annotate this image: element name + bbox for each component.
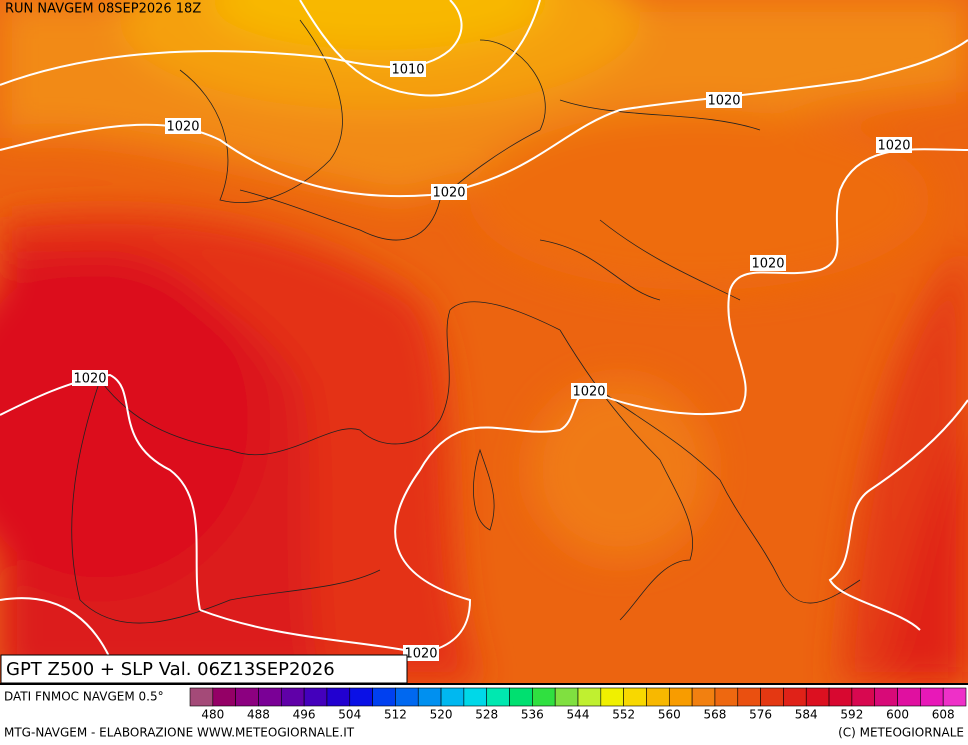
colorbar-swatch: [372, 687, 396, 707]
isobar-label: 1020: [166, 120, 199, 135]
colorbar-swatch: [417, 687, 442, 707]
colorbar-swatch: [395, 687, 419, 707]
colorbar-label: 544: [567, 708, 590, 722]
colorbar-swatch: [737, 687, 761, 707]
colorbar-label: 528: [475, 708, 498, 722]
isobar-label: 1010: [391, 63, 424, 78]
isobar-label: 1020: [572, 385, 605, 400]
isobar-label-box: [403, 645, 439, 661]
colorbar-swatch: [760, 687, 784, 707]
colorbar-label: 600: [886, 708, 909, 722]
map-title: GPT Z500 + SLP Val. 06Z13SEP2026: [6, 659, 335, 680]
colorbar-label: 560: [658, 708, 681, 722]
colorbar-swatch: [874, 687, 898, 707]
isobar-label-box: [750, 255, 786, 271]
colorbar-label: 584: [795, 708, 818, 722]
isobar-label: 1020: [707, 94, 740, 109]
footer-left: MTG-NAVGEM - ELABORAZIONE WWW.METEOGIORN…: [4, 726, 355, 740]
isobar-label: 1020: [73, 372, 106, 387]
colorbar-label: 504: [338, 708, 361, 722]
isobar-label-box: [72, 370, 108, 386]
colorbar-label: 480: [201, 708, 224, 722]
colorbar-label: 496: [293, 708, 316, 722]
colorbar-swatch: [532, 687, 556, 707]
colorbar-swatch: [326, 687, 351, 707]
isobar-label: 1020: [404, 647, 437, 662]
coastlines: [71, 19, 861, 624]
colorbar: 480 488 496 504 512 520 528 536 544 552 560 568 576 5…: [189, 687, 967, 722]
footer-right: (C) METEOGIORNALE: [838, 726, 964, 740]
isobar-label-box: [431, 184, 467, 200]
colorbar-swatch: [942, 687, 967, 707]
colorbar-swatch: [783, 687, 807, 707]
colorbar-swatch: [668, 687, 693, 707]
isobar-label: 1020: [877, 139, 910, 154]
colorbar-swatch: [897, 687, 921, 707]
colorbar-label: 552: [612, 708, 635, 722]
run-header: RUN NAVGEM 08SEP2026 18Z: [5, 2, 201, 17]
isobar-label-box: [876, 137, 912, 153]
colorbar-label: 568: [703, 708, 726, 722]
map-area: 1010 1020 1020 1020 1020 1020 1020 1020 1020 RUN…: [0, 0, 968, 684]
colorbar-swatch: [463, 687, 488, 707]
colorbar-swatch: [805, 687, 830, 707]
colorbar-label: 608: [932, 708, 955, 722]
colorbar-label: 576: [749, 708, 772, 722]
colorbar-swatch: [554, 687, 579, 707]
isobar-label-box: [165, 118, 201, 134]
title-box: [0, 654, 408, 684]
colorbar-swatch: [646, 687, 670, 707]
colorbar-swatch: [920, 687, 944, 707]
colorbar-label: 536: [521, 708, 544, 722]
colorbar-swatch: [189, 687, 214, 707]
isobar-label: 1020: [751, 257, 784, 272]
colorbar-swatch: [691, 687, 716, 707]
colorbar-swatch: [714, 687, 739, 707]
colorbar-label: 592: [840, 708, 863, 722]
colorbar-swatch: [349, 687, 373, 707]
colorbar-swatch: [280, 687, 305, 707]
colorbar-swatch: [440, 687, 465, 707]
colorbar-swatch: [486, 687, 510, 707]
colorbar-swatch: [303, 687, 328, 707]
source-label: DATI FNMOC NAVGEM 0.5°: [4, 690, 164, 704]
colorbar-swatch: [509, 687, 533, 707]
colorbar-label: 488: [247, 708, 270, 722]
colorbar-swatch: [623, 687, 647, 707]
colorbar-swatch: [600, 687, 624, 707]
colorbar-swatch: [235, 687, 259, 707]
isobar-label-box: [706, 92, 742, 108]
isobar-labels: 1010 1020 1020 1020 1020 1020 1020 1020 1020: [72, 61, 912, 662]
isobar-label-box: [390, 61, 426, 77]
colorbar-swatch: [577, 687, 602, 707]
colorbar-swatch: [828, 687, 853, 707]
colorbar-swatch: [258, 687, 282, 707]
colorbar-swatch: [212, 687, 236, 707]
isobar-label: 1020: [432, 186, 465, 201]
isobar-label-box: [571, 383, 607, 399]
colorbar-label: 512: [384, 708, 407, 722]
colorbar-label: 520: [430, 708, 453, 722]
colorbar-swatch: [851, 687, 876, 707]
